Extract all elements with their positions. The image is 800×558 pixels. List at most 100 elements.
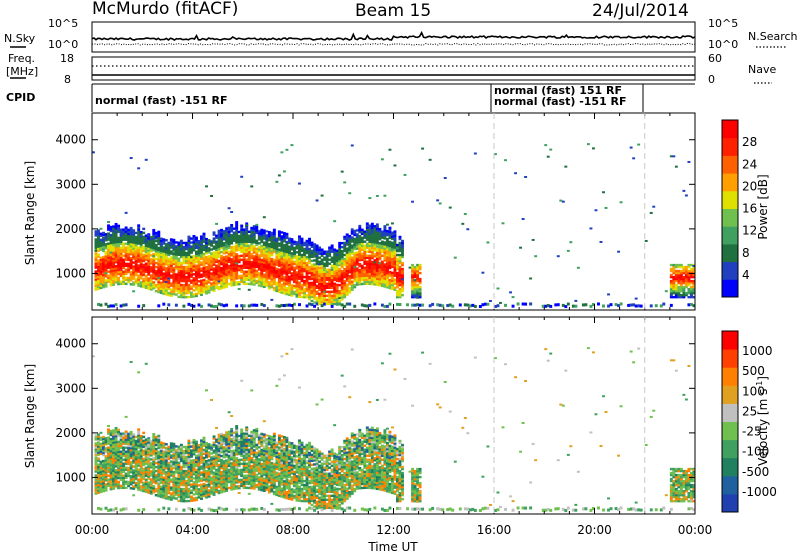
velocity-cell [187, 488, 190, 490]
colorbar-swatch [722, 191, 738, 209]
power-cell [331, 269, 334, 271]
cpid-label: CPID [6, 91, 35, 104]
velocity-cell [142, 440, 145, 442]
power-cell [313, 263, 316, 265]
velocity-cell [125, 416, 128, 418]
power-cell [180, 284, 183, 286]
power-cell [383, 225, 386, 227]
power-cell [240, 255, 243, 257]
noise-left-tick-top: 10^5 [48, 17, 78, 30]
power-cell [439, 304, 442, 307]
power-cell [142, 278, 145, 280]
power-cell [617, 251, 620, 253]
power-cell [285, 287, 288, 289]
power-cell [200, 273, 203, 275]
velocity-cell [170, 460, 173, 462]
power-cell [439, 202, 442, 204]
power-cell [132, 290, 135, 292]
power-cell [685, 266, 688, 268]
power-cell [409, 267, 412, 269]
power-cell [167, 303, 170, 306]
power-cell [228, 227, 231, 229]
power-cell [248, 231, 251, 233]
power-cell [142, 232, 145, 234]
power-cell [396, 247, 399, 249]
power-cell [278, 269, 281, 271]
power-cell [444, 177, 447, 179]
power-cell [170, 274, 173, 276]
power-cell [235, 281, 238, 283]
power-cell [160, 238, 163, 240]
power-cell [421, 304, 424, 307]
power-cell [313, 243, 316, 245]
power-cell [338, 300, 341, 302]
power-cell [110, 252, 113, 254]
velocity-cell [122, 446, 125, 448]
power-cell [228, 251, 231, 253]
power-cell [97, 253, 100, 255]
power-cell [122, 255, 125, 257]
velocity-cell [155, 494, 158, 496]
velocity-cell [193, 439, 196, 441]
power-cell [328, 263, 331, 265]
noise-search-label: N.Search [748, 30, 798, 43]
power-cell [278, 305, 281, 308]
power-cell [396, 272, 399, 274]
power-cell [401, 278, 404, 280]
power-cell [431, 303, 434, 306]
velocity-cell [107, 446, 110, 448]
power-cell [479, 305, 482, 308]
power-cell [170, 238, 173, 240]
power-cell [316, 244, 319, 246]
power-cell [248, 283, 251, 285]
velocity-cell [142, 508, 145, 511]
power-cell [680, 294, 683, 296]
power-cell [308, 303, 311, 306]
power-cell [125, 243, 128, 245]
power-cell [223, 242, 226, 244]
noise-sky-trace [92, 33, 695, 40]
power-cell [532, 239, 535, 241]
power-cell [326, 250, 329, 252]
power-cell [381, 304, 384, 307]
power-cell [165, 243, 168, 245]
power-cell [346, 233, 349, 235]
power-cell [117, 237, 120, 239]
power-cell [534, 255, 537, 257]
power-cell [595, 209, 598, 211]
power-cell [260, 259, 263, 261]
power-cell [346, 247, 349, 249]
power-cell [150, 274, 153, 276]
freq-label-line2: [MHz] [6, 65, 38, 78]
power-cell [371, 223, 374, 225]
power-cell [213, 237, 216, 239]
velocity-cell [185, 456, 188, 458]
power-cell [193, 289, 196, 291]
power-cell [290, 144, 293, 146]
power-cell [225, 227, 228, 229]
power-cell [484, 303, 487, 306]
velocity-cell [125, 447, 128, 449]
power-cell [386, 224, 389, 226]
power-cell [200, 280, 203, 282]
power-cell [200, 267, 203, 269]
velocity-cell [147, 438, 150, 440]
power-cell [358, 225, 361, 227]
power-cell [401, 240, 404, 242]
colorbar-tick-label: 20 [742, 179, 757, 193]
velocity-cell [137, 450, 140, 452]
y-tick-label: 2000 [55, 222, 86, 236]
power-cell [687, 270, 690, 272]
power-cell [228, 283, 231, 285]
velocity-cell [135, 482, 138, 484]
power-cell [263, 241, 266, 243]
power-cell [399, 303, 402, 306]
power-cell [399, 242, 402, 244]
power-cell [338, 297, 341, 299]
power-cell [303, 288, 306, 290]
power-cell [414, 304, 417, 307]
power-cell [383, 305, 386, 308]
power-cell [273, 287, 276, 289]
power-cell [333, 283, 336, 285]
power-cell [170, 256, 173, 258]
